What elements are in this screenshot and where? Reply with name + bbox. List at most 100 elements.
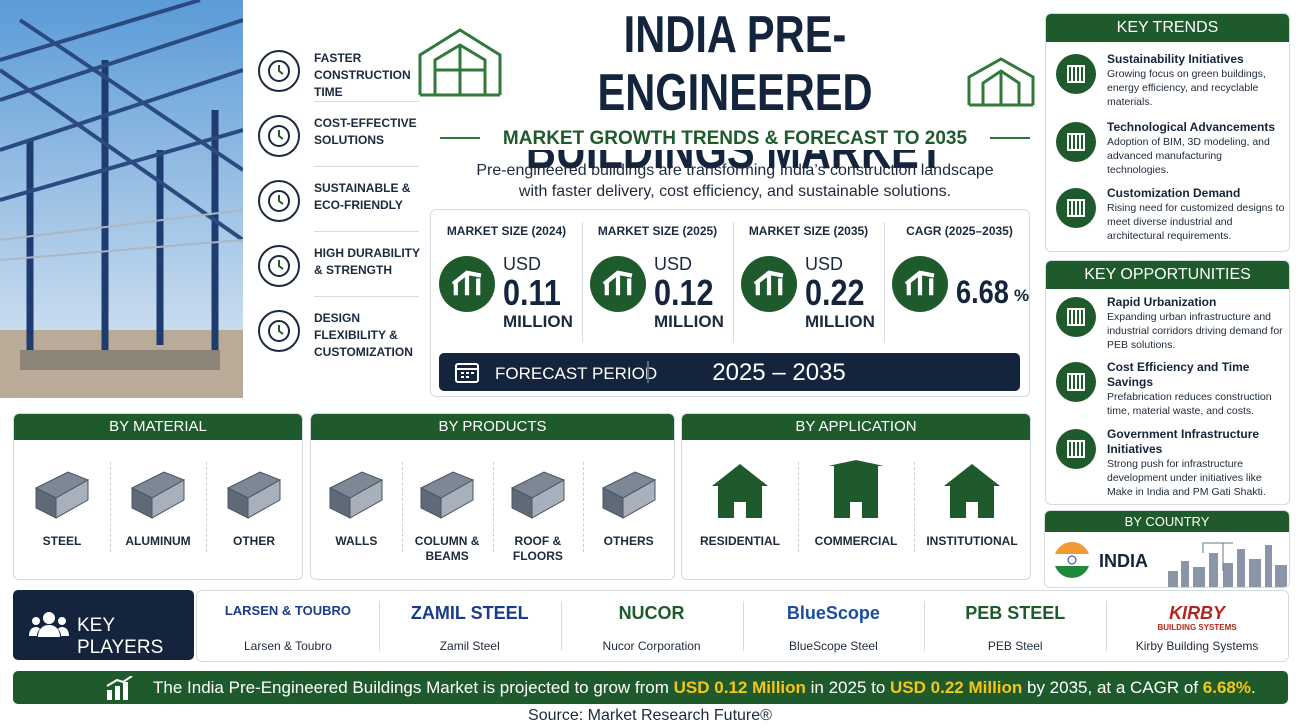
segment-item: ALUMINUM (125, 534, 191, 548)
highlight: USD 0.22 Million (890, 678, 1023, 697)
chart-icon (106, 676, 133, 700)
stat-prefix: USD (503, 254, 542, 274)
icon (220, 458, 288, 524)
subtitle: MARKET GROWTH TRENDS & FORECAST TO 2035 (480, 128, 990, 150)
divider (647, 361, 649, 383)
player-logo: KIRBY (1169, 603, 1226, 623)
icon (257, 179, 301, 223)
section-title: KEY PLAYERS (77, 615, 164, 658)
item-icon (1056, 188, 1096, 228)
people-icon (29, 612, 69, 637)
item-title: Customization Demand (1107, 186, 1241, 200)
divider (314, 231, 419, 232)
item-title: Rapid Urbanization (1107, 295, 1217, 309)
item-icon (1056, 54, 1096, 94)
stat-label: MARKET SIZE (2024) (446, 224, 567, 238)
growth-icon (741, 256, 797, 312)
item-title: Technological Advancements (1107, 120, 1276, 134)
growth-icon (590, 256, 646, 312)
item-text: Strong push for infrastructure developme… (1107, 458, 1266, 498)
segment-item: COLUMN & BEAMS (414, 534, 480, 563)
text: Pre-engineered buildings are transformin… (476, 162, 994, 179)
icon (822, 458, 890, 524)
divider (314, 101, 419, 102)
segment-item: STEEL (42, 534, 82, 548)
icon (257, 49, 301, 93)
divider (110, 462, 112, 552)
player-name: Larsen & Toubro (243, 639, 332, 653)
divider (314, 166, 419, 167)
player-logo: LARSEN & TOUBRO (224, 603, 351, 618)
divider (378, 601, 380, 651)
player-name: Nucor Corporation (602, 639, 701, 653)
divider (206, 462, 208, 552)
divider (1106, 601, 1108, 651)
divider (798, 462, 800, 552)
divider (582, 222, 583, 342)
item-title: Government Infrastructure Initiatives (1107, 427, 1260, 456)
key-players-label: KEY PLAYERS (13, 590, 194, 660)
growth-icon (439, 256, 495, 312)
stat-prefix: USD (654, 254, 693, 274)
divider (914, 462, 916, 552)
highlight: USD 0.12 Million (673, 678, 806, 697)
player-logo-sub: BUILDING SYSTEMS (1157, 623, 1237, 632)
player-name: Kirby Building Systems (1135, 639, 1259, 653)
forecast-bar: FORECAST PERIOD 2025 – 2035 (439, 353, 1020, 391)
panel-header: BY APPLICATION (682, 414, 1030, 440)
text: by 2035, at a CAGR of (1022, 678, 1203, 697)
segment-item: OTHERS (603, 534, 654, 548)
key-trends: KEY TRENDS Sustainability Initiatives Grow… (1045, 13, 1290, 252)
summary-bar: The India Pre-Engineered Buildings Marke… (13, 671, 1288, 704)
icon (257, 244, 301, 288)
icon (322, 458, 390, 524)
icon (706, 458, 774, 524)
india-flag (1054, 542, 1090, 578)
segment-panel: BY PRODUCTS WALLS COLUMN & BEAMS ROOF & FLO… (310, 413, 675, 580)
benefit-label: DESIGN FLEXIBILITY & CUSTOMIZATION (314, 311, 413, 359)
icon (413, 458, 481, 524)
key-players: LARSEN & TOUBRO Larsen & Toubro ZAMIL STEE… (196, 590, 1289, 662)
highlight: 6.68% (1202, 678, 1251, 697)
title-line: INDIA PRE-ENGINEERED (597, 6, 873, 122)
divider (742, 601, 744, 651)
divider (401, 462, 404, 552)
text: in 2025 to (805, 678, 891, 697)
icon (595, 458, 663, 524)
player-logo: ZAMIL STEEL (410, 603, 529, 623)
stat-label: CAGR (2025–2035) (906, 224, 1013, 238)
item-icon (1056, 297, 1096, 337)
panel-header: BY PRODUCTS (311, 414, 674, 440)
segment-item: INSTITUTIONAL (926, 534, 1018, 548)
item-text: Adoption of BIM, 3D modeling, and advanc… (1107, 136, 1270, 176)
forecast-label: FORECAST PERIOD (495, 364, 658, 383)
divider (560, 601, 562, 651)
panel-header: BY MATERIAL (14, 414, 302, 440)
item-text: Rising need for customized designs to me… (1107, 202, 1285, 242)
text: The India Pre-Engineered Buildings Marke… (153, 678, 674, 697)
icon (504, 458, 572, 524)
stat-label: MARKET SIZE (2035) (748, 224, 869, 238)
by-country: BY COUNTRY INDIA (1044, 510, 1290, 588)
item-icon (1056, 362, 1096, 402)
icon (257, 114, 301, 158)
text: with faster delivery, cost efficiency, a… (518, 183, 952, 200)
divider (924, 601, 926, 651)
icon (938, 458, 1006, 524)
item-text: Expanding urban infrastructure and indus… (1107, 311, 1283, 351)
item-title: Cost Efficiency and Time Savings (1107, 360, 1250, 389)
benefit-label: FASTER CONSTRUCTION TIME (314, 51, 411, 99)
frame-icon (418, 28, 502, 97)
stat-unit: MILLION (503, 312, 573, 331)
divider (884, 222, 885, 342)
item-text: Growing focus on green buildings, energy… (1107, 68, 1266, 108)
player-name: BlueScope Steel (789, 639, 878, 653)
stat-value: 0.12 (654, 272, 714, 313)
growth-icon (892, 256, 948, 312)
stat-unit: MILLION (805, 312, 875, 331)
key-opportunities: KEY OPPORTUNITIES Rapid Urbanization Expan… (1045, 260, 1290, 505)
segment-item: ROOF & FLOORS (512, 534, 563, 563)
panel-header: KEY TRENDS (1046, 14, 1289, 42)
forecast-value: 2025 – 2035 (712, 359, 846, 386)
player-logo: PEB STEEL (965, 603, 1066, 623)
